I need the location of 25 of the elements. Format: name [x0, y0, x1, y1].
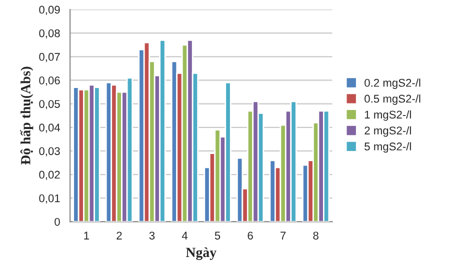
- x-tick-label: 2: [116, 232, 122, 240]
- y-tick-label: 0,08: [39, 29, 60, 39]
- legend-label: 5 mgS2-/l: [364, 142, 411, 153]
- x-tick-label: 5: [214, 232, 220, 240]
- x-tick-label: 1: [84, 232, 89, 240]
- y-tick-label: 0,09: [39, 6, 60, 15]
- y-tick-label: 0,01: [39, 194, 60, 204]
- y-axis-title: Độ hấp thụ(Abs): [20, 66, 34, 165]
- y-tick-label: 0,02: [39, 170, 60, 180]
- x-tick-label: 8: [313, 232, 318, 240]
- x-tick-label: 6: [248, 232, 253, 240]
- y-tick-label: 0: [54, 218, 60, 226]
- y-tick-label: 0,03: [39, 147, 60, 156]
- y-tick-label: 0,04: [39, 124, 60, 133]
- x-axis-title: Ngày: [186, 247, 216, 260]
- x-tick-label: 4: [182, 232, 188, 240]
- legend-label: 0.2 mgS2-/l: [364, 78, 420, 89]
- legend-label: 0.5 mgS2-/l: [364, 94, 420, 105]
- y-tick-label: 0,06: [39, 76, 60, 86]
- legend-label: 2 mgS2-/l: [364, 126, 411, 137]
- x-tick-label: 7: [280, 232, 286, 240]
- x-tick-label: 3: [149, 232, 155, 240]
- y-tick-label: 0,05: [39, 100, 60, 110]
- legend-label: 1 mgS2-/l: [364, 110, 411, 121]
- y-tick-label: 0,07: [39, 52, 60, 62]
